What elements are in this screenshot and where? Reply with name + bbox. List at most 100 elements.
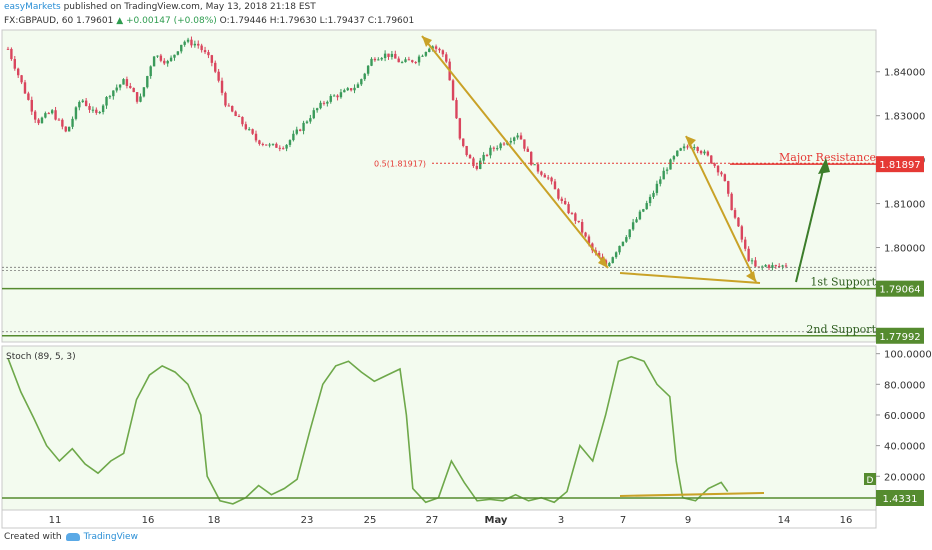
candle-body [387,53,390,57]
candle-body [346,88,349,91]
candle-body [587,236,591,244]
publish-info: easyMarkets published on TradingView.com… [4,2,316,12]
stoch-tick-label: 20.0000 [884,472,925,483]
candle-body [567,204,570,214]
trend-arrowhead [598,256,608,268]
candle-body [727,181,730,194]
chart-canvas[interactable]: 1.840001.830001.820001.810001.80000100.0… [0,0,932,530]
candle-body [475,165,479,169]
candle-body [322,102,326,104]
candle-body [132,87,135,93]
candle-body [298,129,302,131]
candle-body [662,170,665,180]
candle-body [669,159,672,170]
time-tick-label: 11 [49,515,62,526]
candle-body [81,100,84,102]
candle-body [744,239,747,249]
tradingview-link[interactable]: TradingView [83,532,138,542]
trend-line [685,135,757,283]
time-tick-label: 14 [778,515,791,526]
candle-body [190,39,193,46]
candle-body [638,211,642,220]
trend-arrowhead [686,136,696,147]
candle-body [645,203,648,210]
stoch-line [7,355,729,505]
candle-body [319,102,322,109]
candle-body [676,150,679,157]
candle-body [281,148,285,150]
candle-body [455,100,458,119]
candle-body [431,46,434,49]
stoch-indicator-label: Stoch (89, 5, 3) [6,352,76,362]
candle-body [390,53,394,57]
candle-body [27,93,30,100]
candle-body [54,110,57,120]
candle-body [336,95,339,98]
candle-body [720,172,723,175]
last-price: 1.79601 [76,16,114,26]
candle-body [353,87,356,91]
candle-body [210,55,214,63]
candle-body [292,133,295,141]
candle-body [611,257,614,264]
candle-body [502,143,506,145]
candle-body [767,265,771,268]
candle-body [74,107,78,119]
candle-body [241,116,244,125]
first-support-label: 1st Support [810,276,876,289]
candle-body [679,148,682,151]
candle-body [652,192,655,197]
candle-body [98,112,101,114]
candle-body [237,116,241,118]
candle-body [509,140,513,143]
price-tick-label: 1.81000 [884,200,925,211]
candle-body [438,48,441,51]
candle-body [519,135,523,140]
candle-body [101,105,105,113]
publisher-link[interactable]: easyMarkets [4,2,61,12]
candle-body [754,260,757,267]
candle-body [200,45,203,51]
candle-body [248,129,251,131]
candle-body [366,65,370,74]
candle-body [108,96,112,98]
candle-body [394,53,397,59]
candle-body [445,54,448,62]
candle-body [462,138,465,146]
price-tick-label: 1.84000 [884,68,925,79]
candle-body [186,39,190,42]
candle-body [47,113,50,115]
candle-body [275,143,278,148]
candle-body [129,85,132,88]
major-resistance-label: Major Resistance [779,151,876,164]
footer: Created with TradingView [4,532,138,542]
candle-body [356,84,360,88]
candle-body [383,53,387,59]
stoch-marker-badge [864,473,876,485]
candle-body [254,133,258,141]
candle-body [570,213,574,215]
major-resistance-badge [876,156,924,173]
candle-body [489,147,492,156]
candle-body [135,92,139,102]
candle-body [176,51,180,55]
candle-body [61,119,64,127]
candle-body [706,151,710,156]
candle-body [621,241,625,246]
candle-body [183,41,186,45]
candle-body [468,155,472,159]
candle-body [295,129,298,134]
candle-body [693,147,696,149]
symbol-info: FX:GBPAUD, 60 1.79601 ▲ +0.00147 (+0.08%… [4,16,414,26]
candle-body [710,155,713,164]
second-support-label: 2nd Support [806,323,876,336]
stoch-tick-label: 60.0000 [884,411,925,422]
candle-body [173,54,176,58]
candle-body [23,82,27,94]
candle-body [614,252,618,258]
candle-body [197,43,200,46]
trend-line [421,35,609,269]
candle-body [118,84,122,88]
candle-body [180,44,183,52]
candle-body [479,160,482,169]
